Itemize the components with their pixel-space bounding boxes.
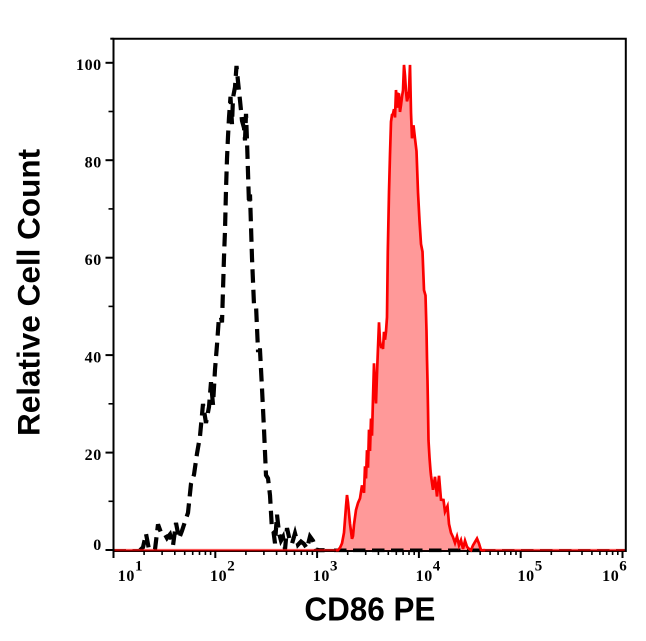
svg-text:CD86 PE: CD86 PE (304, 590, 435, 627)
svg-text:0: 0 (93, 537, 102, 554)
svg-text:100: 100 (76, 57, 102, 74)
svg-text:40: 40 (85, 349, 102, 366)
svg-text:80: 80 (85, 154, 102, 171)
svg-text:Relative Cell Count: Relative Cell Count (11, 148, 47, 436)
svg-text:60: 60 (85, 252, 102, 269)
svg-text:20: 20 (85, 447, 102, 464)
